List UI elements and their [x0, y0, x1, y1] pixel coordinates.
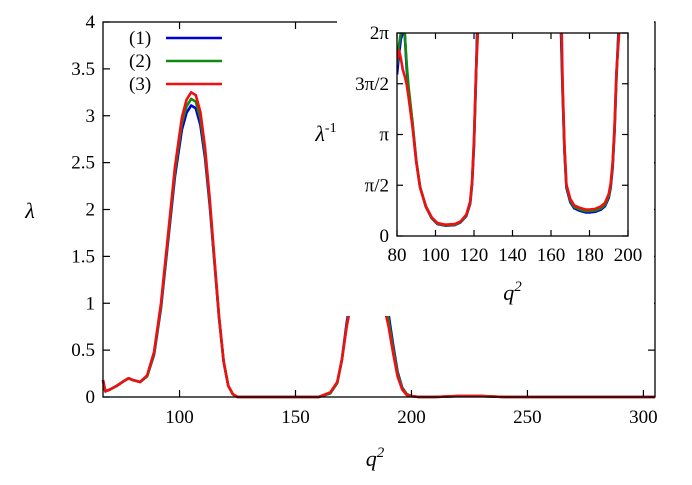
inset-series-layer: [397, 33, 621, 227]
main-x-tick-label: 200: [397, 407, 426, 428]
inset-y-axis-label-base: λ: [314, 121, 325, 146]
inset-y-tick-label: 2π: [370, 23, 390, 44]
main-ticks-layer: 100 150 200 250 300 0 0.5 1 1.5 2 2.5 3 3.5 4: [71, 12, 657, 428]
inset-x-tick-label: 100: [421, 245, 450, 266]
inset-series-3-segment: [560, 33, 621, 211]
main-y-tick-label: 3: [86, 106, 96, 127]
inset-y-tick-label: π: [379, 125, 389, 146]
main-y-tick-label: 3.5: [71, 59, 95, 80]
inset-x-tick-label: 120: [460, 245, 489, 266]
inset-x-axis-label-sup: 2: [514, 279, 522, 295]
inset-y-tick-label: π/2: [365, 175, 389, 196]
main-y-tick-label: 2.5: [71, 153, 95, 174]
legend-entry-label: (2): [129, 51, 151, 72]
main-x-tick-label: 150: [281, 407, 310, 428]
inset-y-axis-label-sup: -1: [325, 121, 337, 136]
main-y-tick-label: 2: [86, 200, 96, 221]
inset-x-axis-label-base: q: [503, 280, 514, 305]
inset-x-tick-label: 200: [614, 245, 643, 266]
inset-ticks-layer: 80 100 120 140 160 180 200 0 π/2 π 3π/2 2π: [355, 23, 642, 266]
inset-background: [337, 21, 654, 316]
main-x-axis-label: q2: [366, 445, 385, 471]
main-x-tick-label: 250: [513, 407, 542, 428]
main-y-axis-label: λ: [24, 198, 35, 223]
main-x-axis-label-base: q: [366, 446, 377, 471]
main-x-axis-label-sup: 2: [377, 445, 385, 461]
inset-x-tick-label: 140: [498, 245, 527, 266]
inset-y-axis-label: λ-1: [314, 121, 336, 146]
main-y-tick-label: 0.5: [71, 340, 95, 361]
inset-series-3-segment: [397, 33, 480, 226]
legend-entry-label: (1): [129, 28, 151, 49]
main-y-tick-label: 4: [86, 12, 96, 33]
inset-x-axis-label: q2: [503, 279, 522, 305]
inset-y-tick-label: 3π/2: [355, 74, 389, 95]
inset-x-tick-label: 180: [575, 245, 604, 266]
inset-plot-frame: [396, 32, 629, 237]
legend-entry-label: (3): [129, 74, 151, 95]
main-x-tick-label: 100: [165, 407, 194, 428]
main-x-tick-label: 300: [629, 407, 658, 428]
main-y-tick-label: 0: [86, 387, 96, 408]
main-y-tick-label: 1: [86, 293, 96, 314]
inset-plot: 80 100 120 140 160 180 200 0 π/2 π 3π/2 2π q2 λ-1: [314, 21, 654, 316]
main-y-tick-label: 1.5: [71, 246, 95, 267]
inset-y-tick-label: 0: [380, 226, 390, 247]
inset-x-tick-label: 160: [537, 245, 566, 266]
inset-x-tick-label: 80: [388, 245, 407, 266]
legend: (1)(2)(3): [129, 28, 222, 95]
